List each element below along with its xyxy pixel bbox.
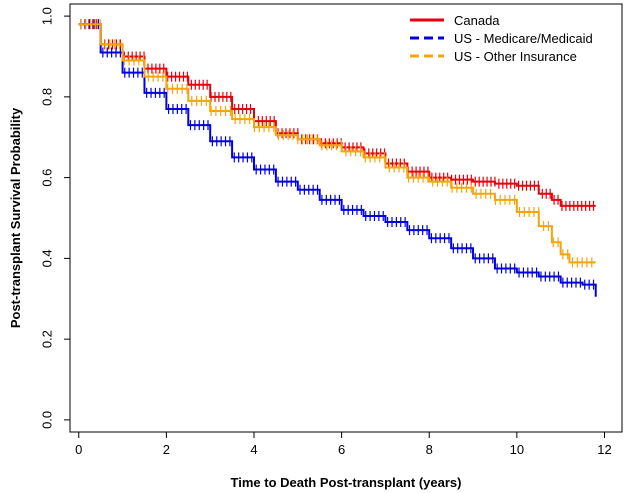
x-tick-label: 12	[597, 442, 611, 457]
y-tick-label: 0.0	[39, 411, 54, 429]
plot-frame	[69, 3, 623, 433]
series-line-us-other-insurance	[78, 23, 596, 264]
x-tick-label: 4	[250, 442, 257, 457]
y-tick-label: 1.0	[39, 7, 54, 25]
censor-marks-us-other-insurance	[80, 19, 593, 268]
x-axis-title: Time to Death Post-transplant (years)	[231, 475, 462, 490]
x-tick-label: 10	[510, 442, 524, 457]
x-tick-label: 8	[426, 442, 433, 457]
axes: 0 2 4 6 8 10 12 0.0 0.2 0.4 0.6 0.8 1.0	[39, 3, 623, 457]
censor-marks-us-medicare-medicaid	[80, 19, 595, 290]
y-tick-label: 0.4	[39, 249, 54, 267]
censor-marks-canada	[80, 19, 595, 211]
legend-label: US - Other Insurance	[454, 49, 577, 64]
plot-area	[78, 19, 597, 297]
legend-label: US - Medicare/Medicaid	[454, 31, 593, 46]
y-tick-label: 0.6	[39, 169, 54, 187]
x-tick-label: 0	[75, 442, 82, 457]
y-tick-label: 0.2	[39, 330, 54, 348]
x-tick-label: 2	[163, 442, 170, 457]
y-axis-title: Post-transplant Survival Probability	[8, 107, 23, 328]
legend-label: Canada	[454, 13, 500, 28]
series-line-us-medicare-medicaid	[78, 23, 597, 297]
legend: Canada US - Medicare/Medicaid US - Other I…	[410, 13, 593, 64]
x-tick-label: 6	[338, 442, 345, 457]
y-tick-label: 0.8	[39, 88, 54, 106]
